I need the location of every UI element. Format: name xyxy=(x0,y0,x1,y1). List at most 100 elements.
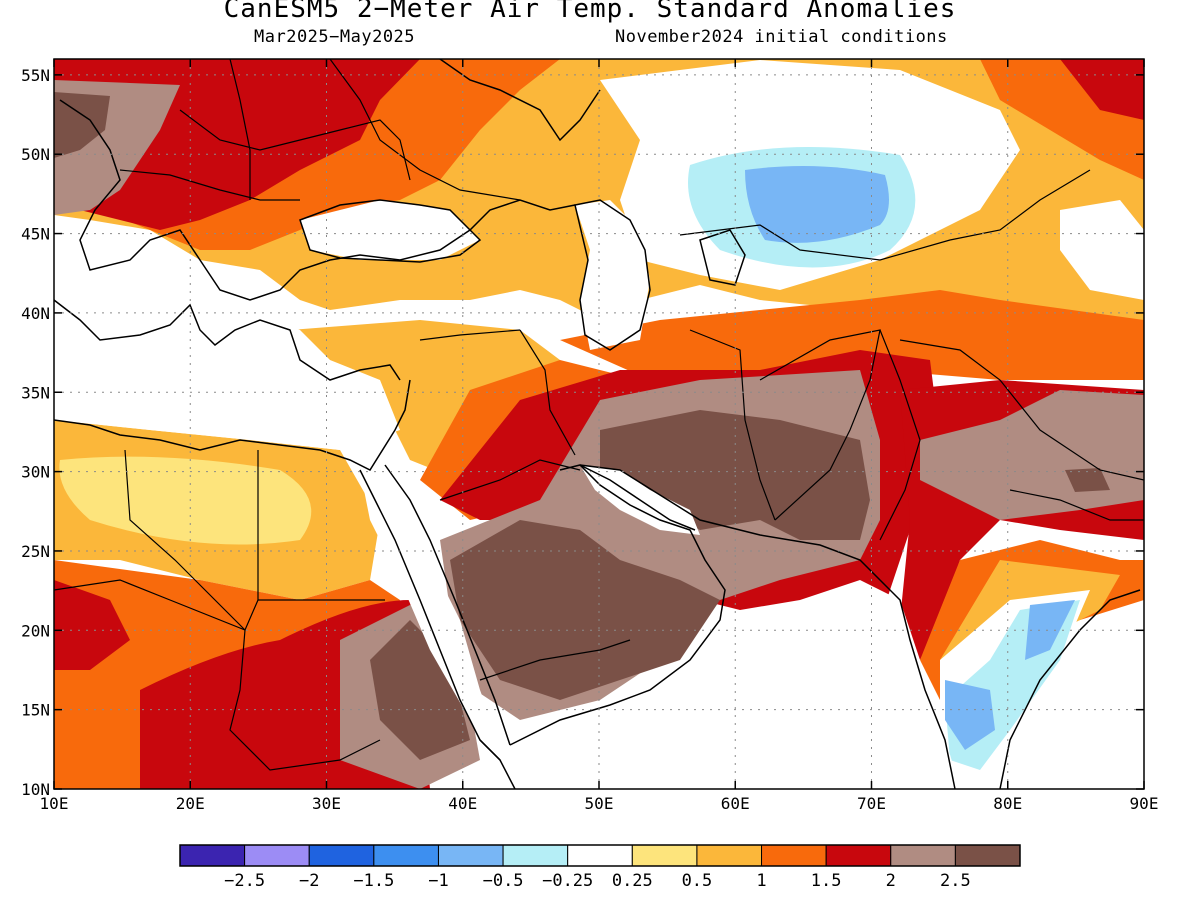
anomaly-tibet-3 xyxy=(1065,468,1110,492)
anomaly-europe-3 xyxy=(54,92,110,158)
lat-tick-label: 35N xyxy=(21,383,50,402)
lon-tick-label: 70E xyxy=(857,794,886,813)
lat-tick-label: 50N xyxy=(21,145,50,164)
border-afghan-pak xyxy=(759,329,881,521)
colorbar-label: −2.5 xyxy=(224,871,265,891)
colorbar-swatch xyxy=(244,844,310,867)
coast-horn-africa xyxy=(479,739,516,789)
colorbar-swatch xyxy=(502,844,569,867)
coast-north-africa xyxy=(54,379,411,471)
border-sudan xyxy=(229,629,381,771)
coast-india xyxy=(879,579,956,789)
coast-black-sea xyxy=(299,199,482,263)
coast-india-east xyxy=(999,589,1141,789)
colorbar-label: −1.5 xyxy=(353,871,394,891)
anomaly-east-white xyxy=(1060,200,1144,300)
lon-tick-label: 40E xyxy=(448,794,477,813)
border-sahel xyxy=(54,579,259,631)
colorbar-label: 2.5 xyxy=(940,871,971,891)
colorbar-frame xyxy=(179,844,1021,867)
forecast-period: Mar2025−May2025 xyxy=(254,27,416,47)
coast-caspian xyxy=(574,199,651,351)
colorbar-swatch xyxy=(631,844,698,867)
lon-tick-label: 50E xyxy=(585,794,614,813)
lat-tick-label: 40N xyxy=(21,304,50,323)
axis-tick-labels: 10E 20E 30E 40E 50E 60E 70E 80E 90E 10N 15N 20N 25N 3… xyxy=(21,66,1158,813)
coast-persian-gulf xyxy=(579,464,696,531)
nodata-black-sea xyxy=(300,200,480,260)
colorbar-swatch xyxy=(437,844,504,867)
lat-tick-label: 15N xyxy=(21,701,50,720)
border-europe-1 xyxy=(179,109,411,181)
colorbar-swatch xyxy=(696,844,763,867)
nodata-bay-bengal xyxy=(1030,600,1144,789)
anomaly-india-neg1b xyxy=(945,680,995,750)
border-algeria-libya xyxy=(124,449,246,631)
lat-tick-label: 25N xyxy=(21,542,50,561)
colorbar-label: −0.5 xyxy=(483,871,524,891)
border-turkey-syria xyxy=(419,329,521,341)
colorbar-swatch xyxy=(567,844,633,867)
coast-arabia xyxy=(509,464,726,746)
lat-tick-label: 10N xyxy=(21,780,50,799)
coast-iberia-italy xyxy=(54,299,401,381)
anomaly-casia-neg1 xyxy=(745,166,889,243)
border-yemen xyxy=(479,639,631,681)
colorbar-swatch xyxy=(954,844,1021,867)
colorbar-label: −2 xyxy=(299,871,319,891)
graticule xyxy=(54,59,1144,789)
lon-tick-label: 10E xyxy=(40,794,69,813)
colorbar-swatch xyxy=(308,844,375,867)
axis-ticks xyxy=(53,59,1145,790)
colorbar-label: −1 xyxy=(428,871,448,891)
colorbar-label: 0.25 xyxy=(612,871,653,891)
lon-tick-label: 90E xyxy=(1130,794,1159,813)
colorbar-label: 1 xyxy=(756,871,766,891)
border-india-china xyxy=(899,339,1144,481)
lon-tick-label: 60E xyxy=(721,794,750,813)
anomaly-africa-2 xyxy=(54,580,130,670)
lon-tick-label: 30E xyxy=(312,794,341,813)
border-kazakh xyxy=(679,169,1091,261)
colorbar-label: 0.5 xyxy=(682,871,713,891)
chart-title: CanESM5 2−Meter Air Temp. Standard Anoma… xyxy=(223,0,957,24)
colorbar-swatch xyxy=(890,844,956,867)
colorbar-swatch xyxy=(825,844,892,867)
border-nepal xyxy=(1009,489,1144,521)
coastlines xyxy=(54,59,1141,789)
coast-red-sea-east xyxy=(384,464,511,746)
colorbar: −2.5 −2 −1.5 −1 −0.5 −0.25 0.25 0.5 1 1.5 2 2.5 xyxy=(179,844,1021,891)
border-saudi xyxy=(439,459,581,501)
nodata-arabian-sea xyxy=(500,580,960,789)
border-russia xyxy=(329,59,521,201)
anomaly-india-neg1a xyxy=(1025,600,1075,660)
lat-tick-label: 20N xyxy=(21,621,50,640)
anomaly-fields xyxy=(54,59,1144,789)
anomaly-east-2 xyxy=(1060,59,1144,120)
colorbar-label: −0.25 xyxy=(542,871,593,891)
border-europe-3 xyxy=(229,59,251,200)
colorbar-label: 1.5 xyxy=(811,871,842,891)
border-pak-india xyxy=(879,329,921,541)
coast-iran-pakistan xyxy=(579,464,881,581)
coast-aral xyxy=(699,229,746,286)
lat-tick-label: 55N xyxy=(21,66,50,85)
anomaly-nafrica-025 xyxy=(59,456,312,545)
lat-tick-label: 45N xyxy=(21,225,50,244)
border-iraq-iran xyxy=(519,329,576,456)
nodata-mediterranean xyxy=(54,300,400,450)
colorbar-swatch xyxy=(373,844,439,867)
coast-north-eu xyxy=(439,59,601,142)
lon-tick-label: 20E xyxy=(176,794,205,813)
border-iran-afghan xyxy=(689,329,776,521)
lat-tick-label: 30N xyxy=(21,463,50,482)
lon-tick-label: 80E xyxy=(993,794,1022,813)
colorbar-label: 2 xyxy=(886,871,896,891)
coast-europe xyxy=(59,99,576,301)
colorbar-swatch xyxy=(179,844,246,867)
initial-conditions: November2024 initial conditions xyxy=(615,27,948,47)
borders xyxy=(54,59,1144,771)
border-europe-2 xyxy=(119,169,300,201)
anomaly-arabia-3 xyxy=(450,520,720,700)
